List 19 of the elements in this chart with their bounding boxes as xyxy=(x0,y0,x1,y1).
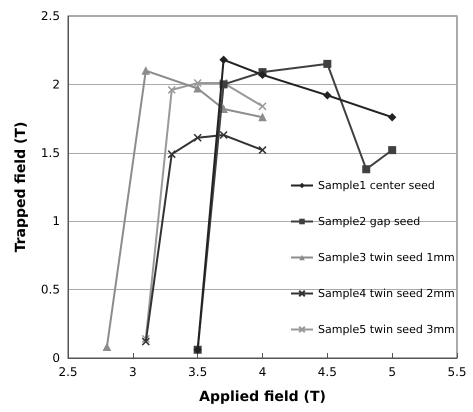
y-tick-label: 1 xyxy=(52,214,60,228)
legend-label: Sample5 twin seed 3mm xyxy=(318,323,455,336)
y-axis-title: Trapped field (T) xyxy=(13,122,29,252)
legend-label: Sample4 twin seed 2mm xyxy=(318,287,455,300)
x-tick-label: 5 xyxy=(388,365,396,379)
y-tick-label: 0 xyxy=(52,351,60,365)
x-tick-label: 5.5 xyxy=(447,365,467,379)
x-tick-label: 3 xyxy=(129,365,137,379)
x-tick-label: 4 xyxy=(258,365,266,379)
x-tick-label: 3.5 xyxy=(188,365,208,379)
x-axis-title: Applied field (T) xyxy=(199,389,326,405)
y-tick-label: 2.5 xyxy=(40,9,60,23)
legend-label: Sample2 gap seed xyxy=(318,215,420,228)
y-tick-label: 1.5 xyxy=(40,146,60,160)
y-tick-label: 2 xyxy=(52,77,60,92)
legend-label: Sample1 center seed xyxy=(318,179,435,192)
y-tick-label: 0.5 xyxy=(40,282,60,297)
legend-label: Sample3 twin seed 1mm xyxy=(318,251,455,264)
x-tick-label: 4.5 xyxy=(318,365,337,379)
